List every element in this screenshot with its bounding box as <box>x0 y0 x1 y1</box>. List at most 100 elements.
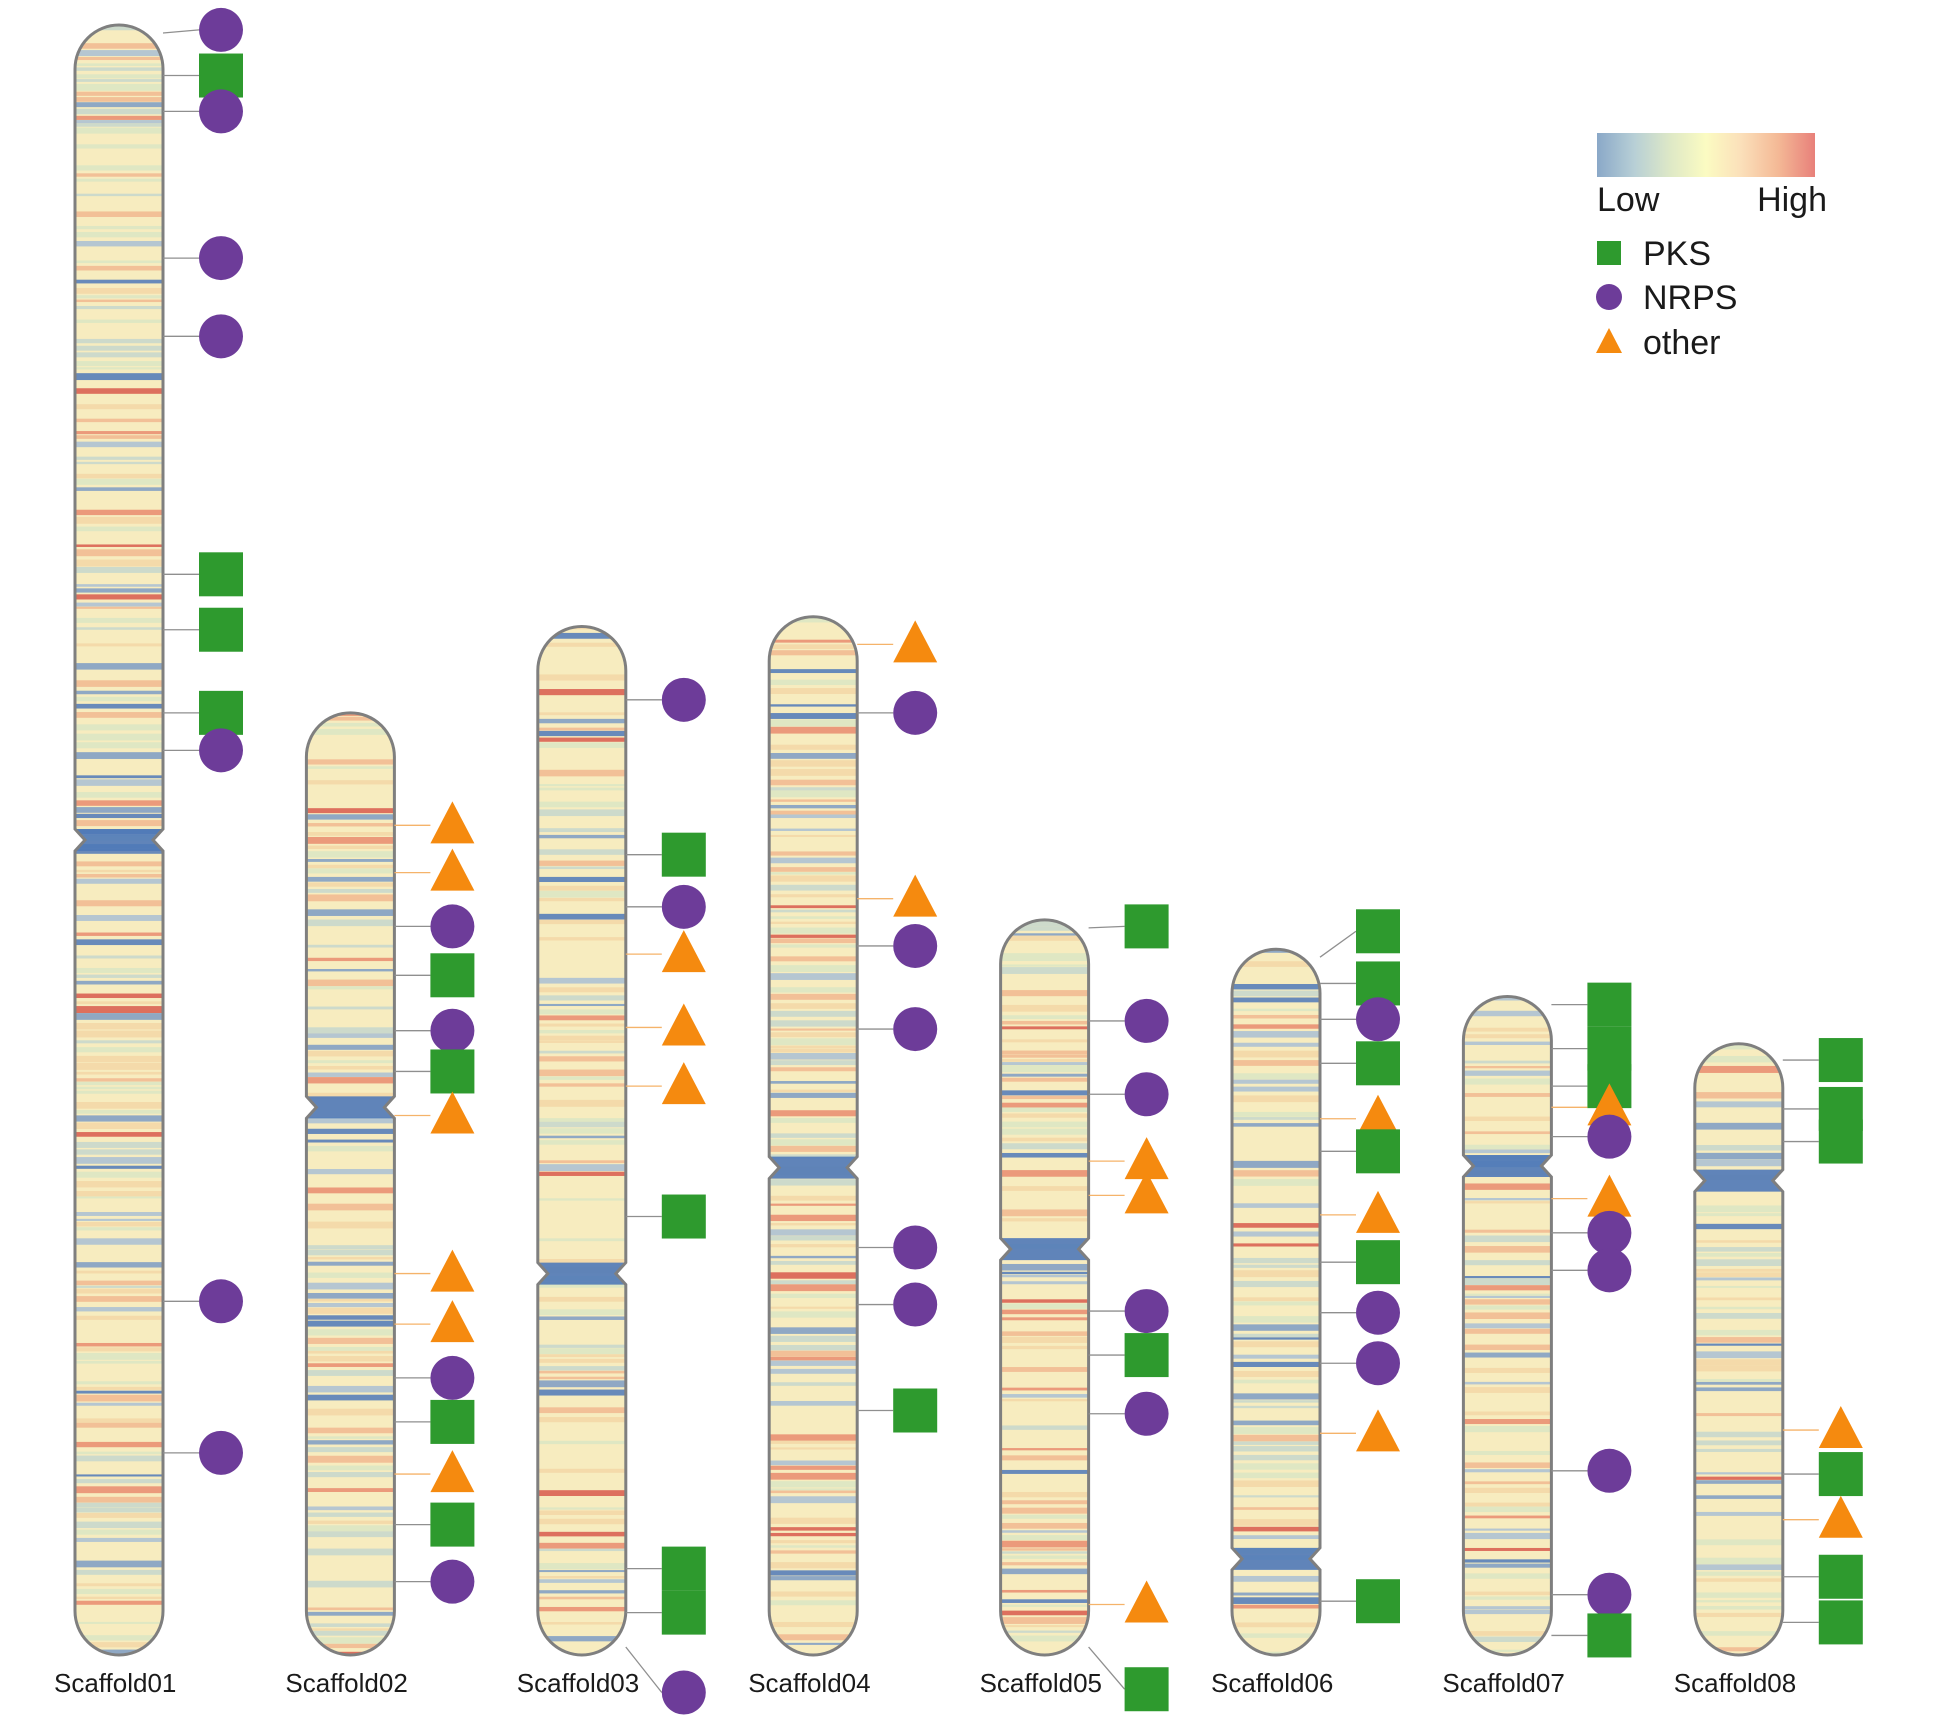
density-band <box>75 1071 163 1075</box>
chromosome-2: Scaffold02 <box>285 711 475 1698</box>
density-band <box>769 1020 858 1027</box>
density-band <box>1463 1591 1552 1596</box>
density-band <box>769 875 858 882</box>
density-band <box>537 876 626 883</box>
density-band <box>75 1502 163 1508</box>
density-band <box>306 1027 395 1034</box>
density-band <box>769 851 858 856</box>
density-band <box>75 115 163 120</box>
density-band <box>75 1390 163 1394</box>
density-band <box>1694 1043 1783 1050</box>
density-band <box>537 1590 626 1594</box>
density-band <box>306 1329 395 1336</box>
density-band <box>75 606 163 609</box>
other-marker <box>430 1091 475 1134</box>
density-band <box>75 373 163 381</box>
centromere <box>1694 1169 1783 1192</box>
pks-marker <box>430 1049 475 1094</box>
density-band <box>769 921 858 924</box>
density-band <box>537 1160 626 1164</box>
density-band <box>537 1576 626 1579</box>
density-band <box>1000 953 1089 957</box>
density-band <box>537 1282 626 1288</box>
pks-marker <box>199 607 243 652</box>
density-band <box>1000 1425 1089 1430</box>
density-band <box>769 650 858 656</box>
density-band <box>75 939 163 946</box>
density-band <box>537 718 626 724</box>
density-band <box>306 728 395 735</box>
chromosome-8: Scaffold08 <box>1674 1038 1863 1698</box>
density-band <box>1232 1073 1320 1080</box>
density-band <box>1463 1116 1552 1122</box>
density-band <box>306 1303 395 1308</box>
density-band <box>75 25 163 31</box>
density-band <box>75 1507 163 1513</box>
density-band <box>1232 1324 1320 1331</box>
density-band <box>537 919 626 925</box>
density-band <box>769 1532 858 1537</box>
pks-marker <box>661 1194 706 1239</box>
density-band <box>1463 1041 1552 1046</box>
density-band <box>1232 949 1320 953</box>
density-band <box>537 674 626 681</box>
density-band <box>537 834 626 839</box>
density-band <box>1000 1281 1089 1285</box>
density-band <box>75 120 163 124</box>
density-band <box>75 848 163 854</box>
density-band <box>769 927 858 934</box>
density-band <box>769 1081 858 1084</box>
density-band <box>75 980 163 985</box>
density-band <box>537 1636 626 1642</box>
density-band <box>75 79 163 82</box>
density-band <box>537 1358 626 1363</box>
density-band <box>537 1376 626 1380</box>
density-band <box>1000 1113 1089 1118</box>
density-band <box>306 780 395 785</box>
chromosome-outline <box>536 624 628 1657</box>
density-band <box>1463 1487 1552 1493</box>
density-band <box>306 1512 395 1517</box>
density-band <box>1232 1507 1320 1510</box>
nrps-marker <box>893 923 938 968</box>
density-band <box>769 1368 858 1374</box>
density-band <box>1000 967 1089 974</box>
density-band <box>1463 1469 1552 1473</box>
nrps-marker <box>199 1279 243 1324</box>
density-band <box>1694 1431 1783 1438</box>
density-band <box>306 1092 395 1100</box>
centromere <box>1232 1547 1320 1570</box>
density-band <box>75 800 163 806</box>
density-band <box>769 1540 858 1544</box>
density-band <box>75 1102 163 1109</box>
density-band <box>75 1588 163 1595</box>
density-band <box>306 1531 395 1538</box>
density-band <box>1694 1145 1783 1151</box>
density-band <box>1463 1559 1552 1563</box>
density-band <box>75 1190 163 1197</box>
density-band <box>306 1060 395 1064</box>
density-band <box>75 703 163 709</box>
density-band <box>537 995 626 1001</box>
density-band <box>1232 1111 1320 1117</box>
density-band <box>1000 1540 1089 1548</box>
density-band <box>537 1128 626 1134</box>
density-band <box>537 1069 626 1077</box>
other-marker <box>430 1249 475 1292</box>
density-band <box>306 1033 395 1038</box>
density-band <box>769 1236 858 1241</box>
density-band <box>769 934 858 938</box>
density-band <box>75 1023 163 1030</box>
density-band <box>769 704 858 707</box>
density-band <box>1000 935 1089 941</box>
density-band <box>75 404 163 410</box>
density-band <box>769 1356 858 1361</box>
pks-marker <box>430 1399 475 1444</box>
density-band <box>1232 1575 1320 1582</box>
density-band <box>75 1196 163 1199</box>
other-marker <box>661 1003 706 1046</box>
density-band <box>769 1576 858 1581</box>
chromosome-label: Scaffold05 <box>980 1668 1102 1698</box>
density-band <box>1463 1636 1552 1642</box>
